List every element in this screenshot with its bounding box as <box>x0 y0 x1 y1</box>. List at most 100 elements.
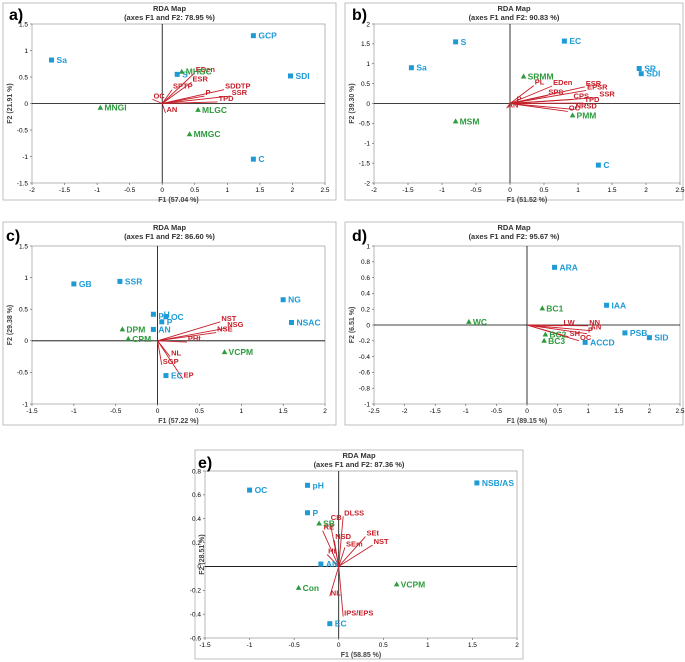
variable-vector-label: NST <box>374 537 389 546</box>
x-tick-label: 1 <box>239 408 243 415</box>
panel-label: d) <box>352 228 367 245</box>
y-tick-label: -0.4 <box>359 354 371 361</box>
x-tick-label: 0.5 <box>539 187 548 194</box>
panel-label: a) <box>9 7 23 24</box>
treatment-point-label: BC3 <box>548 336 565 346</box>
site-point-label: ARA <box>560 262 578 272</box>
rda-panel-5: -1.5 -1 -0.5 0 0.5 1 1.5 2 -0.6 -0.4 -0.2 0 0.2 0.4 0.… <box>190 449 524 660</box>
rda-panel-1: -2 -1.5 -1 -0.5 0 0.5 1 1.5 2 2.5-1.5-1-0.500.511… <box>2 2 337 204</box>
y-tick-label: 0 <box>366 322 370 329</box>
x-tick-label: 0 <box>508 187 512 194</box>
variable-vector <box>526 324 589 327</box>
variable-vector-label: SPS <box>548 88 563 97</box>
site-point <box>150 326 156 332</box>
treatment-point-label: MHGC <box>186 67 212 77</box>
variable-vector <box>509 89 587 104</box>
variable-vector <box>526 324 590 331</box>
variable-vector-label: P <box>588 326 593 335</box>
x-axis-label: F1 (89.15 %) <box>507 418 547 425</box>
variable-vector-label: CB <box>331 513 342 522</box>
y-tick-label: -0.5 <box>17 127 29 134</box>
variable-vector <box>338 566 344 617</box>
site-point-label: AN <box>326 559 338 569</box>
y-tick-label: 0.5 <box>19 307 28 314</box>
y-tick-label: -1 <box>364 141 370 148</box>
x-tick-label: -1 <box>94 187 100 194</box>
variable-vector <box>509 103 575 110</box>
x-tick-label: -0.5 <box>110 408 122 415</box>
y-tick-label: -1.5 <box>17 180 29 187</box>
site-point-label: EC <box>335 619 347 629</box>
site-point <box>638 71 644 77</box>
y-tick-label: 0.8 <box>361 259 370 266</box>
y-tick-label: 1 <box>366 243 370 250</box>
variable-vector <box>161 81 192 104</box>
x-tick-label: 2 <box>644 187 648 194</box>
variable-vector-label: DLSS <box>344 508 364 517</box>
site-point <box>604 302 610 308</box>
x-tick-label: -1.5 <box>430 408 442 415</box>
site-point-label: NSAC <box>297 317 321 327</box>
chart-subtitle: (axes F1 and F2: 90.83 %) <box>469 13 560 22</box>
site-point-label: AN <box>158 324 170 334</box>
treatment-point <box>125 335 132 341</box>
y-tick-label: -2 <box>364 180 370 187</box>
rda-panel-4: -2.5 -2 -1.5 -1 -0.5 0 0.5 1 1.5 2 2.5 -1 -0.8 -0.6 -0… <box>344 221 685 426</box>
x-tick-label: -2 <box>371 187 377 194</box>
x-tick-label: 0 <box>160 187 164 194</box>
variable-vector <box>161 72 196 104</box>
y-tick-label: 0.5 <box>19 74 28 81</box>
plot-area <box>204 470 518 639</box>
site-point <box>453 39 459 45</box>
x-tick-label: -1 <box>71 408 77 415</box>
site-point <box>408 65 414 71</box>
y-tick-label: 2 <box>366 21 370 28</box>
chart-subtitle: (axes F1 and F2: 78.95 %) <box>124 13 215 22</box>
y-tick-label: -0.2 <box>190 588 202 595</box>
variable-vector-label: SEm <box>346 539 363 548</box>
site-point <box>250 33 256 39</box>
site-point <box>305 510 311 516</box>
x-tick-label: 2.5 <box>675 408 684 415</box>
y-tick-label: 1 <box>366 61 370 68</box>
y-tick-label: -0.6 <box>190 635 202 642</box>
variable-vector-label: NN <box>589 318 600 327</box>
variable-vector-label: CPS <box>574 92 589 101</box>
site-point-label: pH <box>158 309 169 319</box>
site-point <box>318 561 324 567</box>
site-point-label: C <box>258 154 264 164</box>
y-tick-label: 0.2 <box>361 307 370 314</box>
x-tick-label: -1.5 <box>59 187 71 194</box>
plot-area <box>31 245 326 405</box>
y-tick-label: -1 <box>22 154 28 161</box>
treatment-point <box>569 112 576 118</box>
variable-vector-label: SPTP <box>173 82 193 91</box>
treatment-point-label: CPM <box>132 334 151 344</box>
site-point <box>636 66 642 72</box>
y-axis-label: F2 (29.38 %) <box>7 305 14 345</box>
variable-vector <box>338 547 346 567</box>
x-axis-label: F1 (57.22 %) <box>158 418 198 425</box>
variable-vector <box>329 566 340 597</box>
site-point-label: ACCD <box>590 337 615 347</box>
site-point <box>622 330 628 336</box>
variable-vector <box>157 340 163 365</box>
variable-vector <box>506 103 511 109</box>
site-point <box>49 57 55 63</box>
site-point <box>71 281 77 287</box>
variable-vector-label: TPD <box>219 94 235 103</box>
site-point-label: GB <box>79 279 92 289</box>
treatment-point-label: BC2 <box>549 329 566 339</box>
variable-vector <box>157 321 221 342</box>
site-point-label: SDI <box>646 69 660 79</box>
x-tick-label: 0 <box>525 408 529 415</box>
treatment-point <box>97 104 104 110</box>
panel-label: b) <box>352 7 367 24</box>
site-point <box>552 264 558 270</box>
x-tick-label: 1.5 <box>607 187 616 194</box>
site-point <box>280 297 286 303</box>
panel-frame <box>194 449 524 660</box>
variable-vector <box>152 98 163 104</box>
x-tick-label: 1.5 <box>614 408 623 415</box>
treatment-point-label: SRMM <box>528 71 554 81</box>
